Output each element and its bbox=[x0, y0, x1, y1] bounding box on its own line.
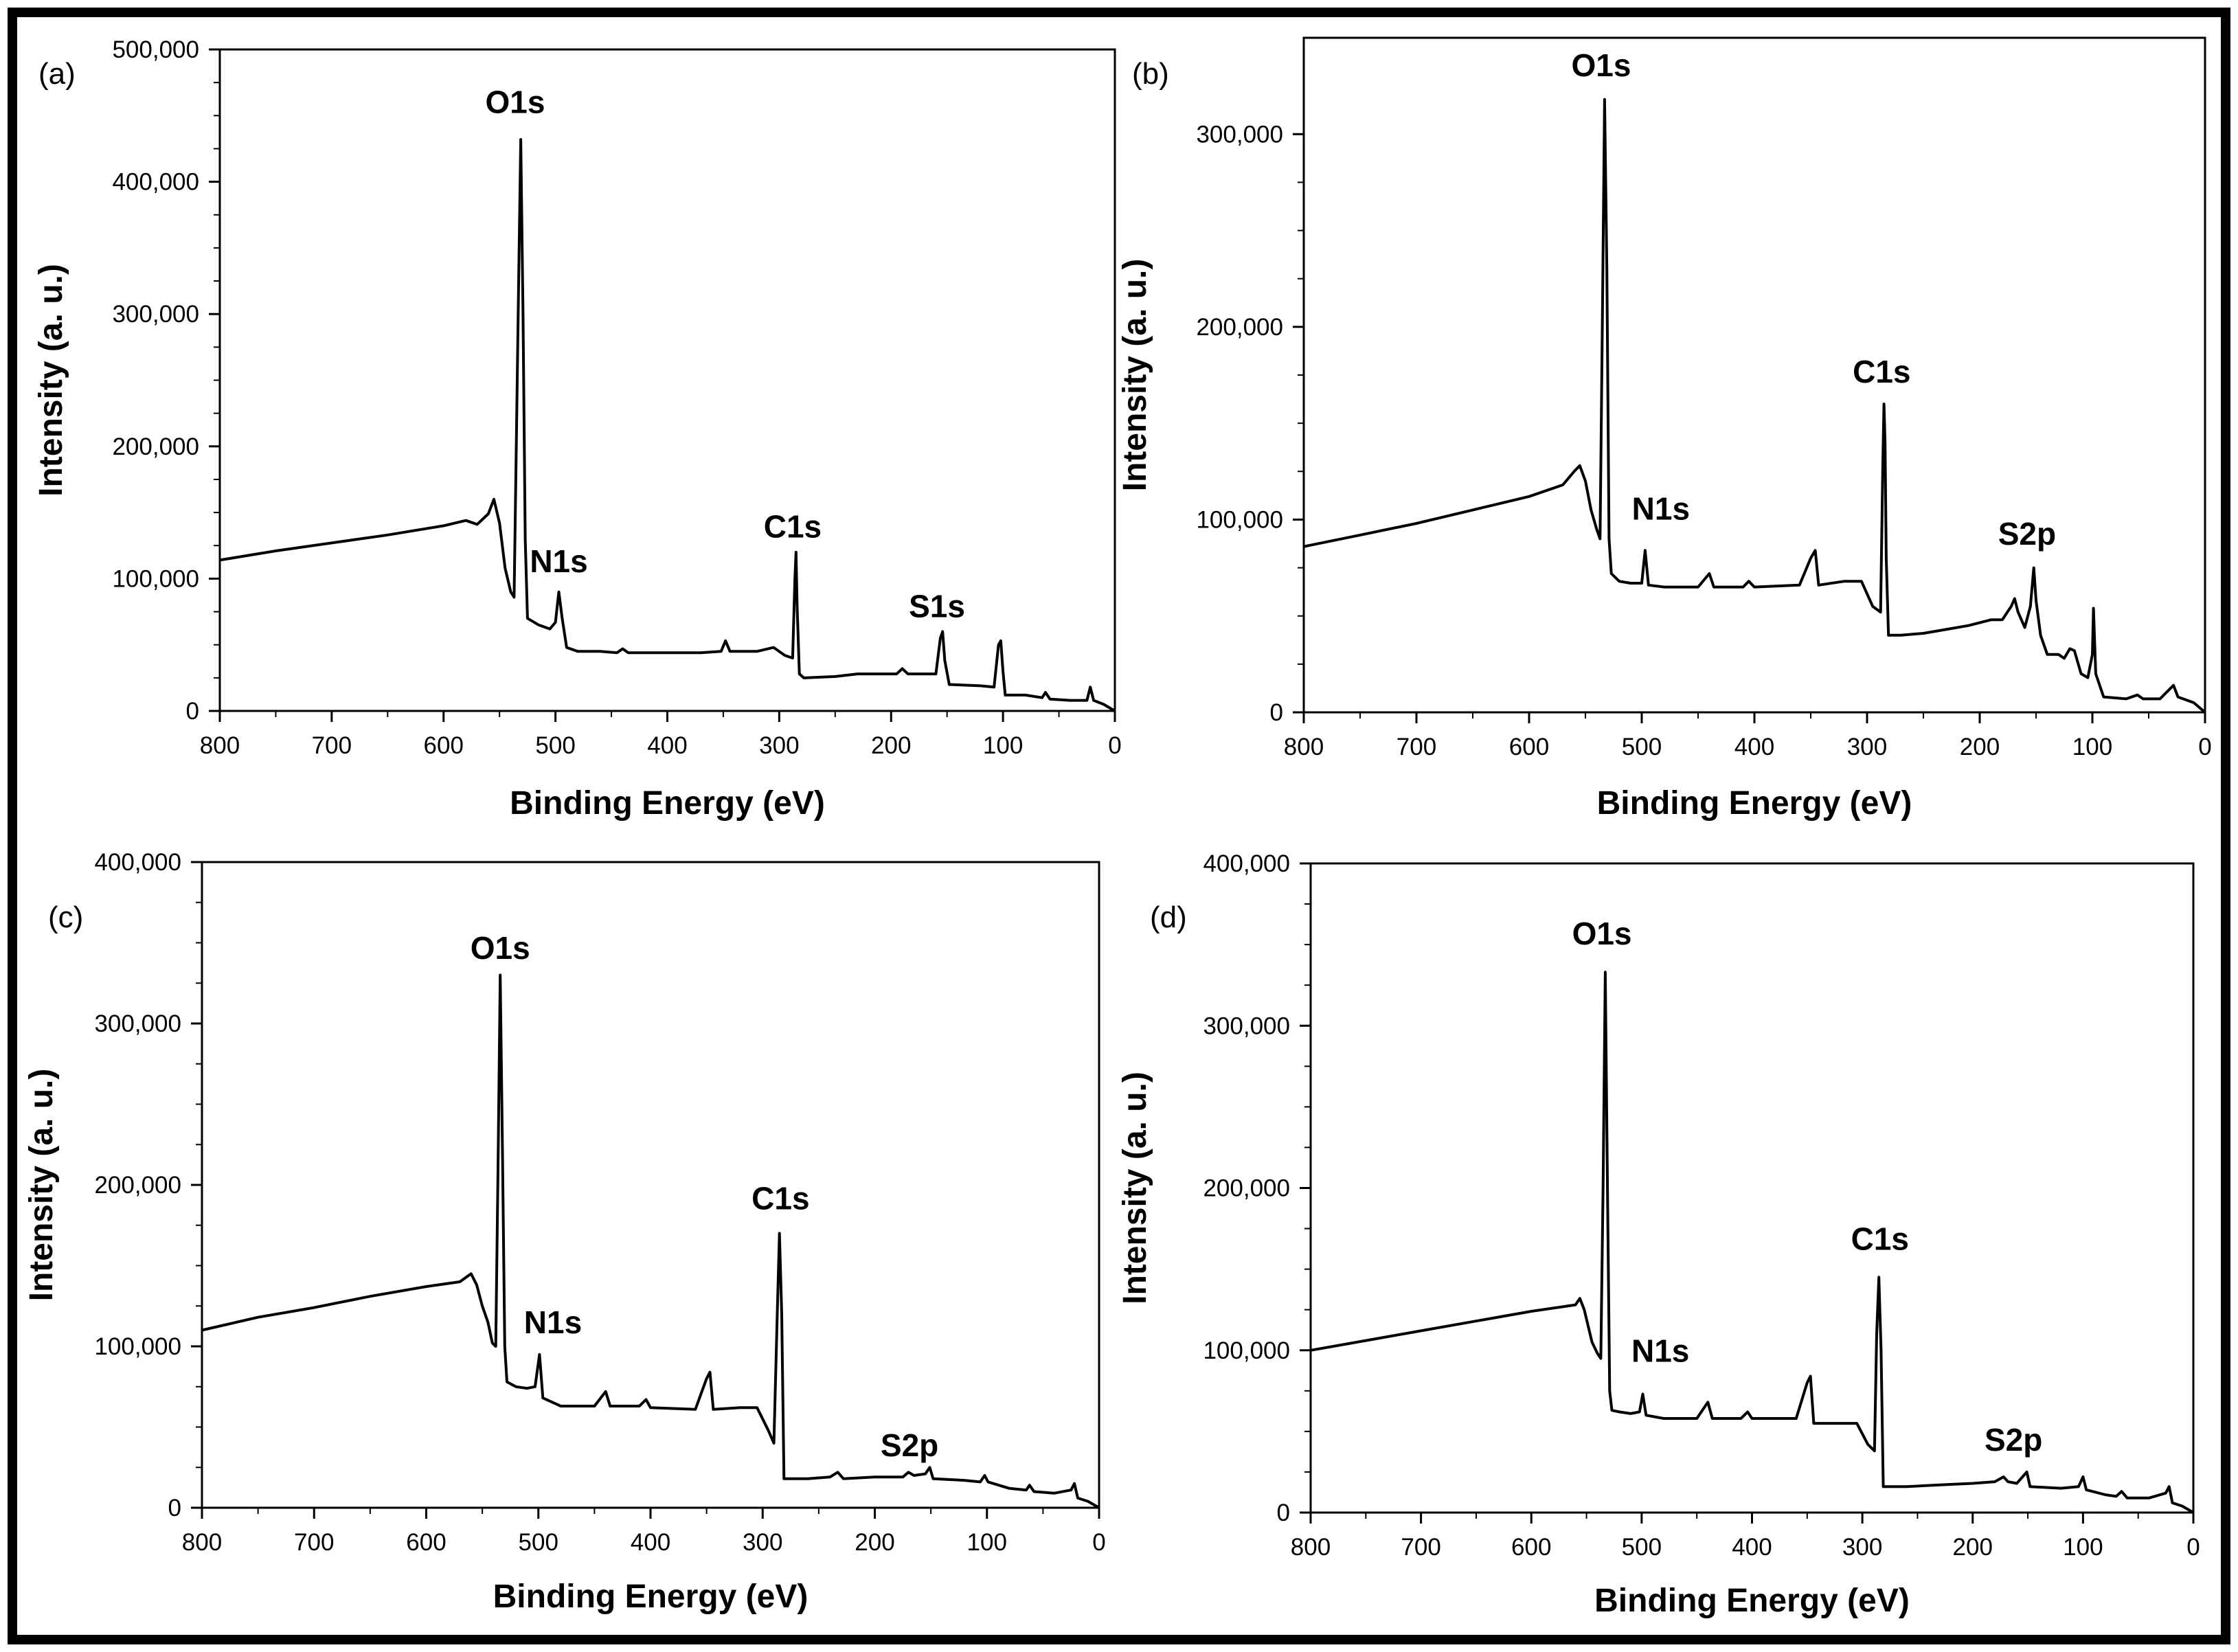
x-tick-label: 600 bbox=[406, 1529, 446, 1556]
x-tick-label: 500 bbox=[1622, 734, 1662, 760]
x-tick-label: 400 bbox=[1732, 1534, 1772, 1561]
x-tick-label: 700 bbox=[1397, 734, 1436, 760]
peak-label: C1s bbox=[764, 509, 822, 545]
x-tick-label: 500 bbox=[519, 1529, 558, 1556]
x-tick-label: 0 bbox=[1108, 732, 1121, 759]
y-tick-label: 200,000 bbox=[94, 1172, 181, 1199]
x-tick-label: 300 bbox=[743, 1529, 782, 1556]
x-axis-title: Binding Energy (eV) bbox=[493, 1579, 809, 1615]
y-axis-title: Intensity (a. u.) bbox=[33, 264, 69, 497]
y-tick-label: 100,000 bbox=[1196, 506, 1283, 533]
peak-label: O1s bbox=[1572, 916, 1632, 951]
x-tick-label: 800 bbox=[200, 732, 240, 759]
y-tick-label: 0 bbox=[186, 698, 199, 725]
y-tick-label: 100,000 bbox=[94, 1333, 181, 1360]
y-axis-title: Intensity (a. u.) bbox=[23, 1069, 60, 1302]
peak-label: N1s bbox=[524, 1304, 582, 1340]
x-tick-label: 600 bbox=[1511, 1534, 1551, 1561]
spectrum-line bbox=[1310, 971, 2195, 1514]
spectrum-line bbox=[201, 973, 1100, 1509]
peak-label: S1s bbox=[909, 588, 965, 624]
y-tick-label: 300,000 bbox=[1203, 1012, 1290, 1039]
peak-label: C1s bbox=[751, 1180, 809, 1216]
panel-label: (c) bbox=[48, 901, 83, 934]
panels: 800 700 600 500 400 300 200 100 0 0 100,000 200,000… bbox=[23, 36, 2212, 1619]
x-tick-label: 100 bbox=[967, 1529, 1007, 1556]
x-tick-label: 700 bbox=[312, 732, 352, 759]
peak-label: N1s bbox=[1632, 490, 1690, 526]
peak-label: O1s bbox=[471, 930, 530, 966]
x-tick-label: 300 bbox=[759, 732, 799, 759]
x-tick-label: 800 bbox=[1291, 1534, 1331, 1561]
chart-panel: 800 700 600 500 400 300 200 100 0 0 100,000 200,000… bbox=[1117, 36, 2212, 822]
y-tick-label: 300,000 bbox=[94, 1010, 181, 1037]
chart-panel: 800 700 600 500 400 300 200 100 0 0 100,000 200,000… bbox=[23, 849, 1106, 1615]
peak-label: S2p bbox=[1998, 516, 2056, 552]
spectrum-line bbox=[1303, 98, 2206, 714]
x-tick-label: 300 bbox=[1847, 734, 1887, 760]
y-tick-label: 100,000 bbox=[112, 565, 199, 592]
peak-label: N1s bbox=[530, 543, 587, 579]
x-tick-label: 100 bbox=[983, 732, 1023, 759]
x-tick-label: 600 bbox=[424, 732, 464, 759]
peak-label: C1s bbox=[1851, 1221, 1909, 1256]
y-tick-label: 300,000 bbox=[112, 301, 199, 328]
peak-label: S2p bbox=[1985, 1422, 2042, 1458]
panel-label: (a) bbox=[38, 57, 76, 91]
x-tick-label: 200 bbox=[855, 1529, 894, 1556]
x-tick-label: 200 bbox=[871, 732, 911, 759]
y-tick-label: 0 bbox=[168, 1495, 181, 1521]
panel-label: (b) bbox=[1132, 57, 1169, 91]
x-tick-label: 200 bbox=[1960, 734, 2000, 760]
y-tick-label: 100,000 bbox=[1203, 1337, 1290, 1364]
y-axis-title: Intensity (a. u.) bbox=[1117, 1072, 1153, 1304]
y-axis-title: Intensity (a. u.) bbox=[1117, 259, 1153, 492]
x-tick-label: 100 bbox=[2072, 734, 2112, 760]
y-tick-label: 500,000 bbox=[112, 36, 199, 63]
y-tick-label: 200,000 bbox=[112, 433, 199, 460]
spectrum-line bbox=[219, 138, 1116, 712]
x-tick-label: 300 bbox=[1842, 1534, 1882, 1561]
x-axis-title: Binding Energy (eV) bbox=[510, 785, 825, 822]
x-tick-label: 600 bbox=[1509, 734, 1549, 760]
chart-panel: 800 700 600 500 400 300 200 100 0 0 100,000 200,000… bbox=[1117, 850, 2200, 1619]
y-tick-label: 0 bbox=[1270, 699, 1283, 726]
y-tick-label: 400,000 bbox=[94, 849, 181, 876]
y-tick-label: 200,000 bbox=[1203, 1175, 1290, 1202]
y-tick-label: 0 bbox=[1277, 1500, 1290, 1526]
peak-label: C1s bbox=[1853, 354, 1910, 389]
y-tick-label: 200,000 bbox=[1196, 314, 1283, 341]
x-tick-label: 800 bbox=[1284, 734, 1324, 760]
x-tick-label: 700 bbox=[1401, 1534, 1440, 1561]
panel-label: (d) bbox=[1150, 901, 1187, 934]
x-tick-label: 800 bbox=[182, 1529, 222, 1556]
x-tick-label: 500 bbox=[535, 732, 575, 759]
x-axis-title: Binding Energy (eV) bbox=[1597, 785, 1912, 822]
y-tick-label: 400,000 bbox=[1203, 850, 1290, 877]
x-tick-label: 200 bbox=[1953, 1534, 1993, 1561]
x-axis-title: Binding Energy (eV) bbox=[1594, 1583, 1910, 1619]
peak-label: O1s bbox=[486, 84, 545, 120]
peak-label: S2p bbox=[881, 1427, 938, 1463]
x-tick-label: 100 bbox=[2063, 1534, 2103, 1561]
y-tick-label: 300,000 bbox=[1196, 121, 1283, 148]
chart-panel: 800 700 600 500 400 300 200 100 0 0 100,000 200,000… bbox=[33, 36, 1122, 822]
figure-frame bbox=[8, 8, 2230, 1644]
x-tick-label: 400 bbox=[647, 732, 687, 759]
x-tick-label: 0 bbox=[2186, 1534, 2200, 1561]
y-tick-label: 400,000 bbox=[112, 169, 199, 196]
peak-label: N1s bbox=[1631, 1333, 1689, 1368]
x-tick-label: 400 bbox=[1734, 734, 1774, 760]
x-tick-label: 0 bbox=[2198, 734, 2211, 760]
x-tick-label: 500 bbox=[1622, 1534, 1662, 1561]
x-tick-label: 400 bbox=[631, 1529, 670, 1556]
peak-label: O1s bbox=[1571, 47, 1631, 83]
x-tick-label: 700 bbox=[294, 1529, 334, 1556]
x-tick-label: 0 bbox=[1092, 1529, 1105, 1556]
